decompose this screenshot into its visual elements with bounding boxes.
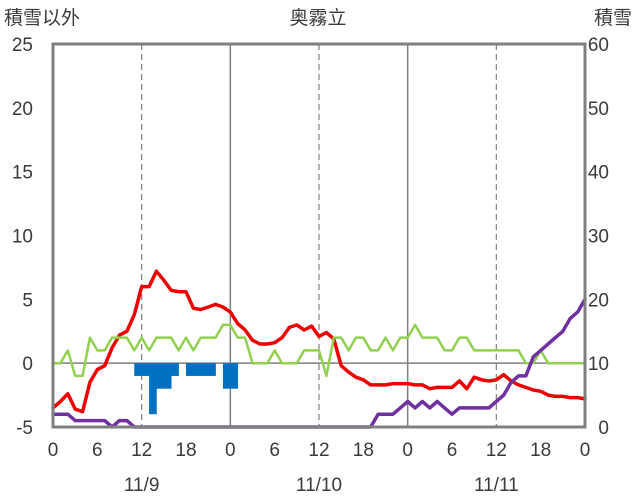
x-tick-label: 18 xyxy=(175,440,196,461)
precip-bar xyxy=(156,363,165,389)
date-label: 11/11 xyxy=(474,475,519,496)
right-axis-title: 積雪 xyxy=(594,7,632,29)
right-tick-label: 20 xyxy=(588,290,609,311)
x-tick-label: 0 xyxy=(580,440,591,461)
x-tick-label: 0 xyxy=(225,440,236,461)
precip-bar xyxy=(222,363,231,389)
precip-bar xyxy=(208,363,216,376)
precipitation-bars xyxy=(134,363,239,415)
x-tick-label: 12 xyxy=(486,440,507,461)
x-tick-label: 0 xyxy=(48,440,59,461)
x-tick-label: 0 xyxy=(402,440,413,461)
left-tick-label: -5 xyxy=(16,418,33,439)
x-tick-label: 12 xyxy=(131,440,152,461)
wind-line xyxy=(51,323,587,378)
x-tick-label: 18 xyxy=(353,440,374,461)
precip-bar xyxy=(134,363,142,376)
x-tick-label: 6 xyxy=(447,440,458,461)
left-tick-label: 20 xyxy=(12,99,33,120)
left-axis-title: 積雪以外 xyxy=(4,7,80,29)
gridlines xyxy=(53,44,585,427)
right-tick-label: 40 xyxy=(588,163,609,184)
precip-bar xyxy=(193,363,202,376)
plot-frame xyxy=(51,42,587,429)
x-tick-label: 6 xyxy=(92,440,103,461)
precip-bar xyxy=(186,363,194,376)
temperature-line xyxy=(51,269,587,414)
x-tick-label: 6 xyxy=(269,440,280,461)
left-tick-label: 15 xyxy=(12,163,33,184)
right-tick-label: 30 xyxy=(588,227,609,248)
precip-bar xyxy=(141,363,150,376)
right-tick-label: 60 xyxy=(588,35,609,56)
left-tick-label: 5 xyxy=(22,290,33,311)
x-tick-label: 18 xyxy=(530,440,551,461)
plot-border xyxy=(51,42,587,429)
right-tick-label: 0 xyxy=(598,418,609,439)
precip-bar xyxy=(200,363,209,376)
precip-bar xyxy=(163,363,172,389)
left-tick-label: 10 xyxy=(12,227,33,248)
x-tick-label: 12 xyxy=(308,440,329,461)
left-tick-label: 25 xyxy=(12,35,33,56)
chart-title: 奥霧立 xyxy=(289,7,346,29)
precip-bar xyxy=(149,363,157,415)
right-tick-label: 10 xyxy=(588,354,609,375)
date-label: 11/9 xyxy=(124,475,160,496)
precip-bar xyxy=(230,363,239,389)
right-tick-label: 50 xyxy=(588,99,609,120)
precip-bar xyxy=(171,363,179,376)
date-label: 11/10 xyxy=(296,475,342,496)
left-tick-label: 0 xyxy=(22,354,33,375)
